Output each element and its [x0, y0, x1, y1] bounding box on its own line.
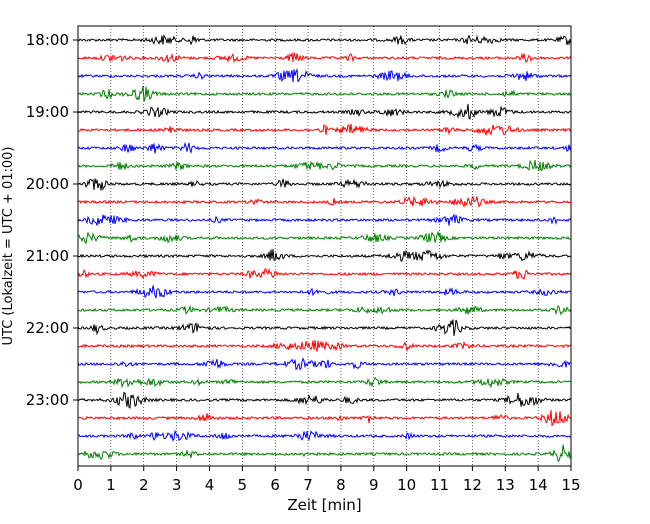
y-tick-label: 22:00: [26, 319, 69, 337]
trace-2100: [77, 249, 572, 262]
trace-2200: [77, 319, 572, 336]
x-axis-ticks: 0 1 2 3 4 5 6 7 8 9 10 11 12 13 14 15: [73, 466, 581, 494]
y-tick-label: 18:00: [26, 31, 69, 49]
trace-2300: [77, 391, 572, 409]
trace-1845: [77, 85, 572, 102]
trace-2030: [77, 213, 572, 226]
trace-2215: [77, 340, 572, 353]
x-tick-label: 13: [496, 476, 515, 494]
trace-1900: [77, 103, 572, 120]
trace-1945: [77, 159, 572, 172]
x-tick-label: 14: [529, 476, 548, 494]
trace-2245: [77, 376, 572, 389]
trace-1930: [77, 141, 572, 154]
x-tick-label: 3: [172, 476, 182, 494]
grid-lines: [110, 26, 539, 466]
y-tick-label: 21:00: [26, 247, 69, 265]
trace-2315: [77, 409, 572, 427]
y-tick-label: 19:00: [26, 103, 69, 121]
x-axis-label: Zeit [min]: [287, 496, 361, 514]
trace-2145: [77, 304, 572, 316]
trace-2130: [77, 285, 572, 299]
x-tick-label: 15: [561, 476, 580, 494]
x-tick-label: 12: [463, 476, 482, 494]
x-tick-label: 2: [139, 476, 149, 494]
x-tick-label: 4: [205, 476, 215, 494]
trace-1800: [77, 34, 572, 46]
x-tick-label: 8: [336, 476, 346, 494]
y-axis-label: UTC (Lokalzeit = UTC + 01:00): [1, 147, 16, 346]
trace-1915: [77, 123, 572, 137]
trace-2345: [77, 444, 572, 462]
plot-frame: [77, 25, 572, 467]
x-tick-label: 5: [238, 476, 248, 494]
x-tick-label: 11: [430, 476, 449, 494]
seismic-traces: [77, 34, 572, 462]
trace-2000: [77, 178, 572, 191]
trace-2015: [77, 195, 572, 208]
x-tick-label: 10: [397, 476, 416, 494]
x-tick-label: 7: [303, 476, 313, 494]
y-axis-ticks: 18:00 19:00 20:00 21:00 22:00 23:00: [26, 31, 78, 409]
trace-2115: [77, 267, 572, 280]
trace-1815: [77, 51, 572, 64]
x-tick-label: 6: [270, 476, 280, 494]
x-tick-label: 9: [369, 476, 379, 494]
trace-2330: [77, 429, 572, 442]
x-tick-label: 1: [106, 476, 116, 494]
y-tick-label: 23:00: [26, 391, 69, 409]
trace-1830: [77, 68, 572, 83]
y-tick-label: 20:00: [26, 175, 69, 193]
trace-2230: [77, 357, 572, 371]
x-tick-label: 0: [73, 476, 83, 494]
trace-2045: [77, 230, 572, 245]
